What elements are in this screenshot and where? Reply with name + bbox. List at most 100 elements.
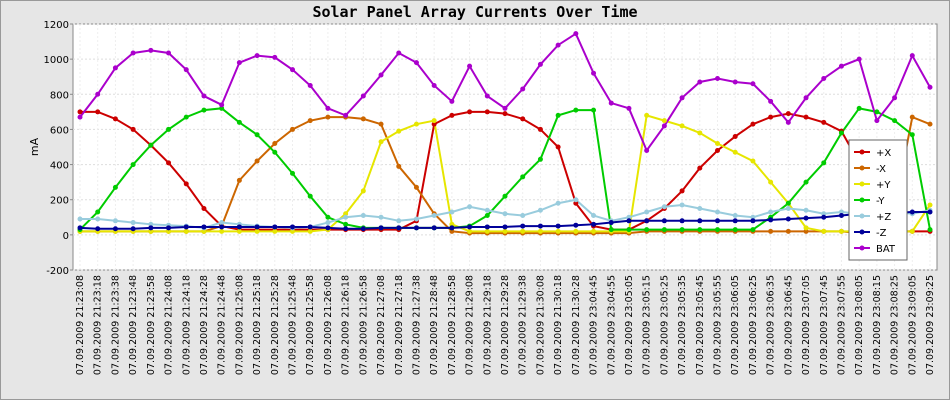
- data-point: [219, 105, 225, 111]
- data-point: [183, 67, 189, 73]
- data-point: [537, 156, 543, 162]
- data-point: [130, 220, 136, 226]
- data-point: [573, 107, 579, 113]
- data-point: [697, 206, 703, 211]
- data-point: [201, 93, 207, 99]
- legend-label: -Z: [876, 228, 887, 239]
- data-point: [715, 218, 720, 224]
- data-point: [821, 211, 827, 217]
- data-point: [909, 132, 915, 138]
- data-point: [821, 160, 827, 166]
- data-point: [715, 140, 720, 146]
- data-point: [325, 225, 331, 231]
- x-tick-label: 07.09.2009 21:25:18: [252, 275, 263, 375]
- x-tick-label: 07.09.2009 21:25:08: [234, 275, 245, 375]
- data-point: [803, 215, 809, 221]
- data-point: [201, 224, 207, 230]
- data-point: [112, 184, 118, 190]
- data-point: [396, 128, 402, 134]
- x-tick-label: 07.09.2009 21:30:28: [571, 275, 582, 375]
- data-point: [325, 220, 331, 226]
- data-point: [892, 118, 898, 124]
- data-point: [927, 121, 933, 127]
- data-point: [679, 123, 685, 129]
- data-point: [378, 72, 384, 78]
- data-point: [166, 126, 172, 132]
- data-point: [112, 226, 118, 232]
- data-point: [431, 225, 437, 231]
- data-point: [290, 126, 295, 132]
- y-tick-label: -200: [46, 266, 69, 277]
- data-point: [803, 179, 809, 185]
- legend-marker: [859, 197, 865, 203]
- data-point: [360, 188, 366, 194]
- x-tick-label: 07.09.2009 23:05:15: [642, 275, 653, 375]
- legend-label: +Z: [876, 212, 891, 223]
- data-point: [697, 165, 703, 171]
- data-point: [909, 114, 915, 120]
- data-point: [838, 63, 844, 69]
- data-point: [396, 50, 402, 56]
- data-point: [803, 207, 809, 213]
- data-point: [626, 227, 632, 233]
- data-point: [307, 228, 313, 234]
- x-tick-label: 07.09.2009 21:24:18: [181, 275, 192, 375]
- data-point: [343, 221, 349, 227]
- legend-marker: [859, 149, 865, 155]
- data-point: [360, 93, 366, 99]
- x-tick-label: 07.09.2009 21:25:58: [305, 275, 316, 375]
- x-tick-label: 07.09.2009 21:27:38: [411, 275, 422, 375]
- x-tick-label: 07.09.2009 21:28:48: [429, 275, 440, 375]
- x-tick-label: 07.09.2009 23:07:45: [819, 275, 830, 375]
- data-point: [555, 112, 561, 118]
- data-point: [236, 177, 242, 183]
- x-tick-label: 07.09.2009 21:29:08: [465, 275, 476, 375]
- data-point: [290, 67, 295, 73]
- data-point: [732, 149, 738, 155]
- data-point: [537, 207, 543, 213]
- data-point: [219, 224, 225, 230]
- data-point: [166, 225, 172, 231]
- data-point: [697, 130, 703, 136]
- data-point: [484, 228, 490, 234]
- data-point: [679, 95, 685, 101]
- data-point: [679, 188, 685, 194]
- data-point: [201, 228, 207, 234]
- data-point: [591, 70, 597, 76]
- data-point: [378, 225, 384, 231]
- data-point: [750, 214, 756, 220]
- y-tick-label: 200: [50, 196, 69, 207]
- x-tick-label: 07.09.2009 21:23:38: [110, 275, 121, 375]
- data-point: [112, 218, 118, 224]
- data-point: [732, 227, 738, 233]
- x-tick-label: 07.09.2009 23:05:05: [624, 275, 635, 375]
- data-point: [697, 227, 703, 233]
- data-point: [644, 148, 650, 154]
- data-point: [520, 223, 526, 229]
- data-point: [573, 197, 579, 203]
- data-point: [520, 86, 526, 92]
- data-point: [343, 211, 349, 217]
- x-tick-label: 07.09.2009 21:25:28: [270, 275, 281, 375]
- x-tick-label: 07.09.2009 23:05:55: [713, 275, 724, 375]
- data-point: [785, 200, 791, 206]
- legend-label: -X: [876, 164, 886, 175]
- data-point: [715, 209, 720, 215]
- data-point: [290, 224, 295, 230]
- data-point: [449, 228, 455, 234]
- data-point: [236, 228, 242, 234]
- data-point: [183, 228, 189, 234]
- data-point: [396, 163, 402, 169]
- data-point: [661, 204, 667, 210]
- data-point: [484, 213, 490, 219]
- data-point: [254, 228, 260, 234]
- data-point: [626, 218, 632, 224]
- data-point: [95, 91, 101, 97]
- x-tick-label: 07.09.2009 21:29:38: [518, 275, 529, 375]
- data-point: [95, 216, 101, 222]
- data-point: [484, 93, 490, 99]
- data-point: [537, 61, 543, 67]
- legend-marker: [859, 213, 865, 219]
- x-tick-label: 07.09.2009 21:30:08: [535, 275, 546, 375]
- data-point: [661, 118, 667, 124]
